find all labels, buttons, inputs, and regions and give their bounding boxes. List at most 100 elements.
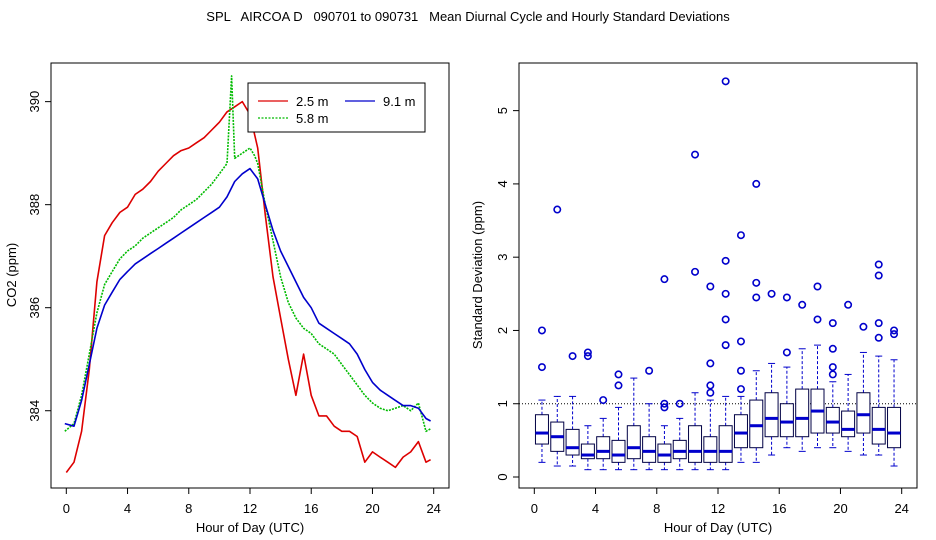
box-hour-8.5 bbox=[657, 275, 672, 471]
left-y-tick-label: 384 bbox=[27, 400, 42, 422]
box-iqr bbox=[825, 406, 840, 434]
right-x-tick-label: 0 bbox=[531, 501, 538, 516]
box-hour-21.5 bbox=[856, 322, 871, 456]
box-hour-0.5 bbox=[534, 326, 549, 463]
outlier-point bbox=[736, 385, 745, 394]
right-x-tick-label: 20 bbox=[833, 501, 847, 516]
outlier-point bbox=[736, 231, 745, 240]
right-y-tick-label: 3 bbox=[495, 254, 510, 261]
outlier-point bbox=[890, 326, 899, 335]
outlier-point bbox=[721, 341, 730, 350]
outlier-point bbox=[660, 275, 669, 284]
outlier-point bbox=[752, 278, 761, 287]
left-panel-co2: 0 4 8 12 16 20 24 384 386 388 390 Hour of Day (UTC… bbox=[4, 62, 450, 535]
left-y-axis-label: CO2 (ppm) bbox=[4, 243, 19, 307]
outlier-point bbox=[752, 179, 761, 188]
outlier-point bbox=[691, 267, 700, 276]
right-x-tick-label: 8 bbox=[653, 501, 660, 516]
outlier-point bbox=[721, 256, 730, 265]
box-iqr bbox=[841, 410, 856, 438]
right-x-tick-label: 12 bbox=[711, 501, 725, 516]
box-iqr bbox=[672, 439, 687, 460]
outlier-point bbox=[706, 388, 715, 397]
outlier-point bbox=[767, 289, 776, 298]
box-iqr bbox=[779, 403, 794, 438]
outlier-point bbox=[675, 399, 684, 408]
left-x-tick-label: 16 bbox=[304, 501, 318, 516]
right-y-tick-label: 5 bbox=[495, 107, 510, 114]
outlier-point bbox=[844, 300, 853, 309]
series-line-9.1m bbox=[64, 167, 431, 428]
box-iqr bbox=[596, 436, 611, 460]
box-hour-3.5 bbox=[580, 348, 595, 471]
outlier-point bbox=[721, 315, 730, 324]
right-y-tick-label: 0 bbox=[495, 473, 510, 480]
box-iqr bbox=[626, 425, 641, 460]
right-x-tick-label: 16 bbox=[772, 501, 786, 516]
left-x-tick-label: 0 bbox=[63, 501, 70, 516]
outlier-point bbox=[568, 352, 577, 361]
box-iqr bbox=[611, 439, 626, 463]
box-iqr bbox=[764, 392, 779, 438]
box-iqr bbox=[795, 388, 810, 438]
outlier-point bbox=[874, 260, 883, 269]
left-y-tick-label: 390 bbox=[27, 91, 42, 113]
box-hour-9.5 bbox=[672, 399, 687, 471]
left-x-tick-label: 8 bbox=[185, 501, 192, 516]
right-y-axis-label: Standard Deviation (ppm) bbox=[470, 201, 485, 349]
box-iqr bbox=[688, 425, 703, 463]
series-line-2.5m bbox=[65, 100, 431, 473]
box-hour-18.5 bbox=[810, 282, 825, 449]
box-hour-13.5 bbox=[733, 231, 748, 463]
outlier-point bbox=[813, 282, 822, 291]
outlier-point bbox=[706, 282, 715, 291]
outlier-point bbox=[874, 271, 883, 280]
box-iqr bbox=[657, 443, 672, 463]
box-hour-5.5 bbox=[611, 370, 626, 471]
left-y-tick-label: 388 bbox=[27, 194, 42, 216]
outlier-point bbox=[736, 337, 745, 346]
outlier-point bbox=[859, 322, 868, 331]
series-line-5.8m bbox=[64, 75, 431, 433]
outlier-point bbox=[782, 293, 791, 302]
box-hour-17.5 bbox=[795, 300, 810, 452]
left-y-tick-label: 386 bbox=[27, 297, 42, 319]
box-hour-15.5 bbox=[764, 289, 779, 456]
outlier-point bbox=[599, 396, 608, 405]
box-iqr bbox=[534, 414, 549, 445]
chart-title: SPL AIRCOA D 090701 to 090731 Mean Diurn… bbox=[206, 9, 730, 24]
outlier-point bbox=[706, 381, 715, 390]
outlier-point bbox=[752, 293, 761, 302]
left-x-tick-label: 12 bbox=[243, 501, 257, 516]
outlier-point bbox=[798, 300, 807, 309]
outlier-point bbox=[828, 344, 837, 353]
left-x-tick-label: 4 bbox=[124, 501, 131, 516]
right-y-tick-label: 4 bbox=[495, 180, 510, 187]
outlier-point bbox=[691, 150, 700, 159]
box-hour-12.5 bbox=[718, 77, 733, 471]
outlier-point bbox=[583, 348, 592, 357]
right-x-tick-label: 4 bbox=[592, 501, 599, 516]
right-x-tick-label: 24 bbox=[894, 501, 908, 516]
outlier-point bbox=[813, 315, 822, 324]
outlier-point bbox=[828, 370, 837, 379]
outlier-point bbox=[553, 205, 562, 214]
outlier-point bbox=[828, 319, 837, 328]
left-series-group bbox=[64, 75, 431, 473]
box-hour-6.5 bbox=[626, 377, 641, 471]
legend-label-2.5m: 2.5 m bbox=[296, 94, 329, 109]
outlier-point bbox=[537, 363, 546, 372]
box-iqr bbox=[718, 425, 733, 463]
box-hour-14.5 bbox=[749, 179, 764, 463]
outlier-point bbox=[782, 348, 791, 357]
left-x-tick-label: 24 bbox=[426, 501, 440, 516]
left-axes: 0 4 8 12 16 20 24 384 386 388 390 bbox=[27, 91, 441, 516]
outlier-point bbox=[706, 359, 715, 368]
box-iqr bbox=[565, 428, 580, 456]
left-x-axis-label: Hour of Day (UTC) bbox=[196, 520, 304, 535]
outlier-point bbox=[645, 366, 654, 375]
legend: 2.5 m 5.8 m 9.1 m bbox=[247, 82, 426, 133]
legend-label-9.1m: 9.1 m bbox=[383, 94, 416, 109]
outlier-point bbox=[874, 319, 883, 328]
